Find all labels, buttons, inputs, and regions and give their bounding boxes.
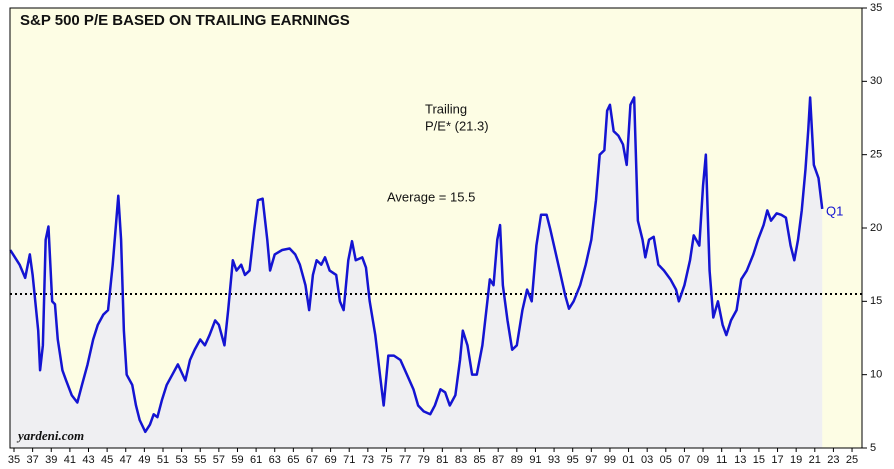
x-tick-label: 75 (380, 454, 392, 466)
x-tick-label: 09 (697, 454, 709, 466)
source-label: yardeni.com (16, 428, 84, 443)
x-tick-label: 61 (250, 454, 262, 466)
area-fill (10, 97, 823, 448)
x-tick-label: 87 (492, 454, 504, 466)
x-tick-label: 95 (567, 454, 579, 466)
plot (9, 96, 862, 448)
x-tick-label: 63 (269, 454, 281, 466)
x-tick-label: 49 (138, 454, 150, 466)
x-tick-label: 13 (734, 454, 746, 466)
x-tick-label: 71 (343, 454, 355, 466)
x-tick-label: 41 (64, 454, 76, 466)
x-tick-label: 99 (604, 454, 616, 466)
x-tick-label: 35 (8, 454, 20, 466)
y-tick-label: 10 (870, 369, 882, 381)
x-tick-label: 83 (455, 454, 467, 466)
x-tick-label: 25 (846, 454, 858, 466)
x-tick-label: 43 (82, 454, 94, 466)
x-tick-label: 21 (809, 454, 821, 466)
x-tick-label: 57 (213, 454, 225, 466)
x-tick-label: 47 (120, 454, 132, 466)
x-tick-label: 67 (306, 454, 318, 466)
x-tick-label: 55 (194, 454, 206, 466)
x-tick-label: 51 (157, 454, 169, 466)
x-tick-label: 03 (641, 454, 653, 466)
x-tick-label: 65 (287, 454, 299, 466)
x-tick-label: 93 (548, 454, 560, 466)
annotation: P/E* (21.3) (425, 118, 489, 133)
x-tick-label: 77 (399, 454, 411, 466)
x-tick-label: 17 (771, 454, 783, 466)
y-tick-label: 25 (870, 149, 882, 161)
x-tick-label: 45 (101, 454, 113, 466)
x-tick-label: 23 (827, 454, 839, 466)
x-tick-label: 91 (529, 454, 541, 466)
y-tick-label: 5 (870, 442, 876, 454)
annotation: Q1 (826, 203, 843, 218)
y-tick-label: 20 (870, 222, 882, 234)
x-tick-label: 01 (622, 454, 634, 466)
x-tick-label: 79 (418, 454, 430, 466)
x-tick-label: 89 (511, 454, 523, 466)
y-tick-label: 35 (870, 2, 882, 14)
y-tick-label: 30 (870, 75, 882, 87)
x-tick-label: 53 (175, 454, 187, 466)
y-tick-label: 15 (870, 295, 882, 307)
line (9, 96, 824, 434)
x-tick-label: 05 (660, 454, 672, 466)
annotation: Trailing (425, 101, 467, 116)
x-tick-label: 15 (753, 454, 765, 466)
x-tick-label: 73 (362, 454, 374, 466)
x-tick-label: 81 (436, 454, 448, 466)
x-tick-label: 19 (790, 454, 802, 466)
x-tick-label: 39 (45, 454, 57, 466)
x-tick-label: 69 (324, 454, 336, 466)
x-tick-label: 07 (678, 454, 690, 466)
x-tick-label: 85 (473, 454, 485, 466)
x-tick-label: 37 (27, 454, 39, 466)
chart-title: S&P 500 P/E BASED ON TRAILING EARNINGS (20, 12, 350, 29)
x-tick-label: 59 (231, 454, 243, 466)
x-tick-label: 11 (716, 454, 727, 466)
x-tick-label: 97 (585, 454, 597, 466)
annotation: Average = 15.5 (387, 189, 475, 204)
